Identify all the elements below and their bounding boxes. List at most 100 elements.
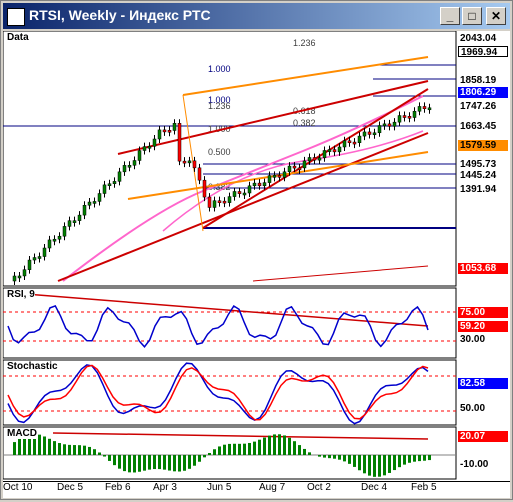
macd-bar [98, 452, 101, 455]
candle [328, 150, 331, 152]
candle [218, 201, 221, 203]
candle [163, 130, 166, 132]
candle [413, 111, 416, 117]
candle [148, 146, 151, 148]
candle [48, 240, 51, 248]
macd-bar [373, 455, 376, 477]
candle [203, 180, 206, 197]
title-bar[interactable]: RTSI, Weekly - Индекс РТС _ □ ✕ [3, 3, 510, 29]
candle [108, 184, 111, 186]
candle [418, 106, 421, 111]
candle [288, 166, 291, 172]
macd-bar [53, 441, 56, 455]
candle [178, 123, 181, 161]
x-axis-label: Feb 5 [411, 482, 437, 493]
macd-bar [178, 455, 181, 472]
candle [198, 168, 201, 180]
macd-bar [368, 455, 371, 476]
candle [388, 124, 391, 127]
macd-bar [378, 455, 381, 477]
macd-bar [168, 455, 171, 471]
macd-value: 20.07 [458, 431, 508, 442]
candle [293, 166, 296, 168]
macd-bar [318, 455, 321, 457]
macd-bar [93, 449, 96, 455]
candle [383, 124, 386, 126]
candle [268, 176, 271, 183]
x-axis-label: Aug 7 [259, 482, 285, 493]
price-level: 1858.19 [458, 75, 508, 86]
candle [333, 150, 336, 152]
candle [373, 133, 376, 135]
macd-bar [198, 455, 201, 462]
stochastic-pane-label: Stochastic [7, 361, 58, 372]
candle [338, 147, 341, 152]
candle [83, 205, 86, 215]
candle [308, 157, 311, 160]
chart-svg: 1.236 1.000 1.000 1.236 0.618 0.382 1.00… [3, 31, 510, 497]
macd-bar [258, 440, 261, 455]
candle [73, 221, 76, 223]
price-level: 1053.68 [458, 263, 508, 274]
macd-bar [128, 455, 131, 472]
chart-area[interactable]: 1.236 1.000 1.000 1.236 0.618 0.382 1.00… [3, 31, 510, 497]
price-level: 1495.73 [458, 159, 508, 170]
candle [213, 201, 216, 208]
macd-bar [423, 455, 426, 461]
candle [123, 165, 126, 171]
candle [13, 276, 16, 281]
minimize-button[interactable]: _ [440, 7, 460, 25]
macd-bar [48, 439, 51, 455]
macd-bar [88, 447, 91, 455]
candle [393, 122, 396, 126]
candle [318, 158, 321, 160]
price-level: 1579.59 [458, 140, 508, 151]
macd-bar [223, 445, 226, 455]
macd-bar [143, 455, 146, 471]
macd-bar [83, 446, 86, 455]
macd-bar [103, 455, 106, 457]
macd-bar [188, 455, 191, 469]
maximize-button[interactable]: □ [462, 7, 482, 25]
candle [368, 132, 371, 135]
macd-bar [308, 452, 311, 455]
candle [258, 183, 261, 186]
macd-bar [173, 455, 176, 471]
candle [18, 276, 21, 278]
candle [348, 141, 351, 143]
x-axis-label: Apr 3 [153, 482, 177, 493]
stoch-level: 50.00 [458, 403, 508, 414]
macd-bar [153, 455, 156, 469]
macd-pane-label: MACD [7, 428, 37, 439]
candle [193, 161, 196, 168]
candle [93, 201, 96, 203]
x-axis-label: Jun 5 [207, 482, 231, 493]
candle [43, 248, 46, 256]
macd-bar [328, 455, 331, 458]
macd-bar [68, 445, 71, 455]
macd-bar [163, 455, 166, 470]
candle [38, 257, 41, 259]
macd-bar [13, 442, 16, 455]
macd-bar [228, 444, 231, 455]
candle [28, 260, 31, 270]
candle [138, 151, 141, 161]
macd-bar [238, 444, 241, 455]
macd-bar [43, 436, 46, 455]
price-level: 1663.45 [458, 121, 508, 132]
candle [363, 132, 366, 136]
candle [98, 194, 101, 202]
candle [53, 239, 56, 241]
svg-text:0.382: 0.382 [293, 118, 316, 128]
candle [428, 108, 431, 110]
candle [423, 106, 426, 108]
candle [283, 172, 286, 177]
macd-bar [203, 455, 206, 457]
candle [253, 183, 256, 186]
close-button[interactable]: ✕ [486, 7, 506, 25]
candle [263, 183, 266, 186]
macd-bar [303, 449, 306, 455]
macd-bar [73, 445, 76, 455]
macd-bar [388, 455, 391, 473]
macd-bar [413, 455, 416, 462]
